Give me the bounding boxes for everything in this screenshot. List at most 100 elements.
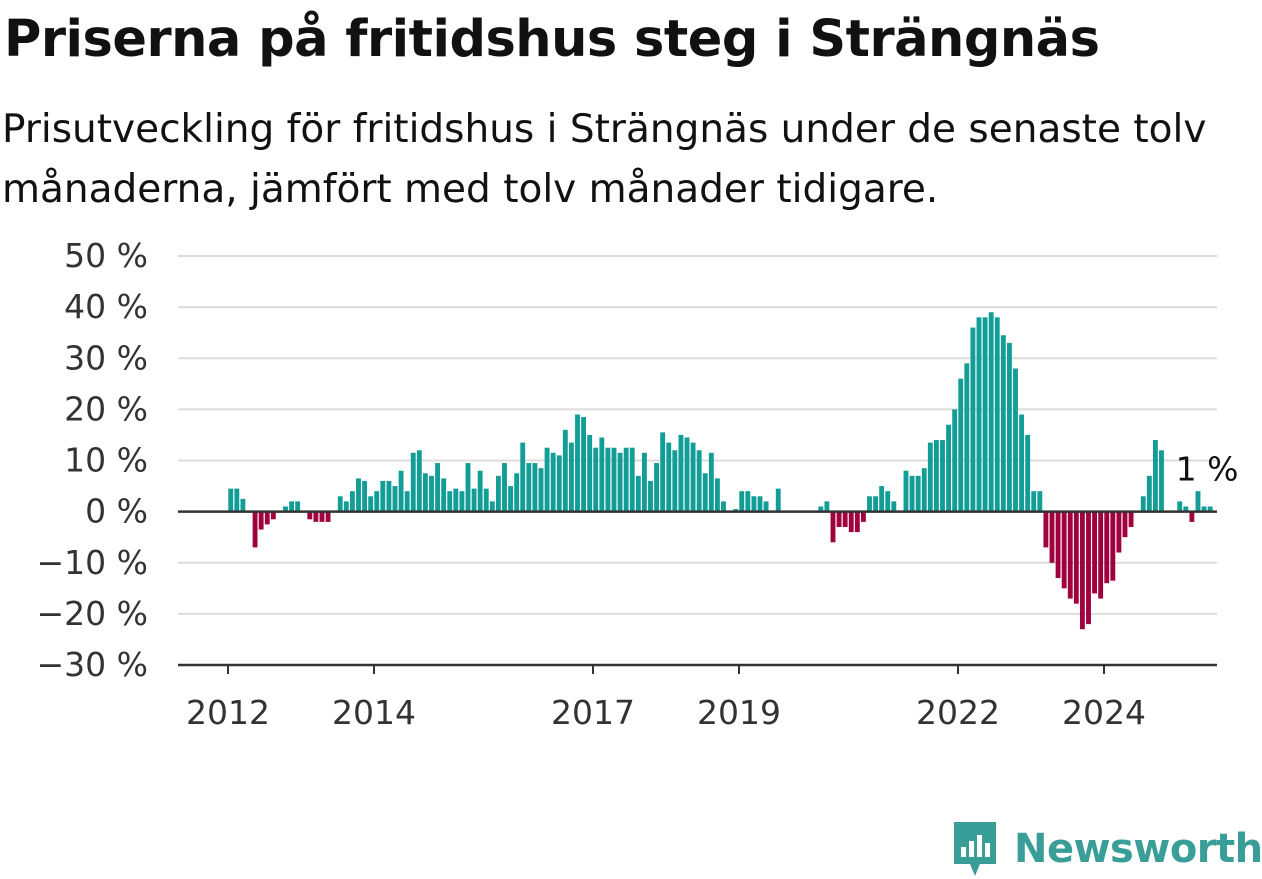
bar [1116, 511, 1122, 553]
bar [404, 491, 410, 512]
bar [988, 312, 994, 512]
x-tick-label: 2017 [551, 693, 635, 732]
bar [1031, 491, 1037, 512]
bar [489, 501, 495, 512]
bar [757, 496, 763, 512]
bar [982, 317, 988, 512]
bar [240, 498, 246, 512]
bar [459, 491, 465, 512]
bar [824, 501, 830, 512]
bar [867, 496, 872, 512]
bar [465, 463, 471, 512]
bar [848, 511, 854, 533]
x-tick-label: 2014 [332, 693, 416, 732]
bar [258, 511, 264, 530]
bar [1201, 506, 1207, 512]
bar [933, 440, 939, 512]
bar [1207, 506, 1213, 512]
y-tick-label: 40 % [64, 287, 148, 326]
bar [1000, 335, 1006, 512]
bar [270, 511, 276, 520]
bar [952, 409, 958, 512]
bar [1037, 491, 1043, 512]
bar [903, 470, 909, 512]
bar [228, 488, 234, 512]
bar [1152, 440, 1158, 512]
bar [1073, 511, 1079, 604]
bar [416, 450, 422, 512]
bar [319, 511, 325, 522]
y-tick-label: −10 % [37, 543, 149, 582]
bar [532, 463, 538, 512]
brand-name: Newsworthy [1014, 826, 1262, 872]
bar [599, 437, 605, 512]
bar [520, 442, 526, 512]
bar [514, 473, 520, 512]
bar [343, 501, 349, 512]
bar [842, 511, 848, 527]
bar [994, 317, 1000, 512]
bar [708, 452, 714, 512]
bar [453, 488, 459, 512]
x-tick-label: 2019 [697, 693, 781, 732]
bar [751, 496, 757, 512]
bar [964, 363, 970, 512]
bar [337, 496, 343, 512]
bar [921, 468, 927, 512]
bar [1098, 511, 1104, 599]
bar [1067, 511, 1073, 599]
bar [611, 447, 617, 512]
bar [891, 501, 897, 512]
y-tick-label: −30 % [37, 645, 149, 684]
bar [295, 501, 301, 512]
bar [976, 317, 982, 512]
bar [666, 442, 672, 512]
bar [635, 475, 641, 512]
bar [721, 501, 726, 512]
bar [508, 486, 514, 512]
bar [410, 452, 416, 512]
bar [362, 480, 368, 512]
bar [830, 511, 836, 543]
bar [374, 491, 380, 512]
bar [1140, 496, 1146, 512]
x-tick-label: 2022 [916, 693, 1000, 732]
bar [349, 491, 355, 512]
bar [380, 480, 386, 512]
bar [648, 480, 653, 512]
bar [392, 486, 398, 512]
bar [1092, 511, 1098, 594]
bar [538, 468, 544, 512]
bar [617, 452, 623, 512]
bar [581, 417, 587, 512]
bar [1043, 511, 1049, 548]
bar [587, 434, 593, 512]
bar [550, 452, 556, 512]
bar [1177, 501, 1183, 512]
bar [1055, 511, 1061, 579]
bar [885, 491, 891, 512]
bar [714, 478, 720, 512]
y-tick-label: 30 % [64, 338, 148, 377]
bar [1110, 511, 1116, 581]
bar [1146, 475, 1152, 512]
bar [435, 463, 441, 512]
bar [593, 447, 599, 512]
page-title: Priserna på fritidshus steg i Strängnäs [4, 10, 1100, 69]
bar [568, 442, 574, 512]
bar [1122, 511, 1128, 538]
bar [696, 450, 702, 512]
bar [234, 488, 240, 512]
bar [1104, 511, 1110, 584]
bar [641, 452, 647, 512]
bar [684, 437, 690, 512]
bar [970, 327, 976, 512]
bar [745, 491, 751, 512]
bar [386, 480, 392, 512]
bar [733, 509, 739, 512]
bar [672, 450, 678, 512]
bar [483, 488, 489, 512]
bar [477, 470, 483, 512]
bar [1019, 414, 1025, 512]
bar [1079, 511, 1085, 630]
